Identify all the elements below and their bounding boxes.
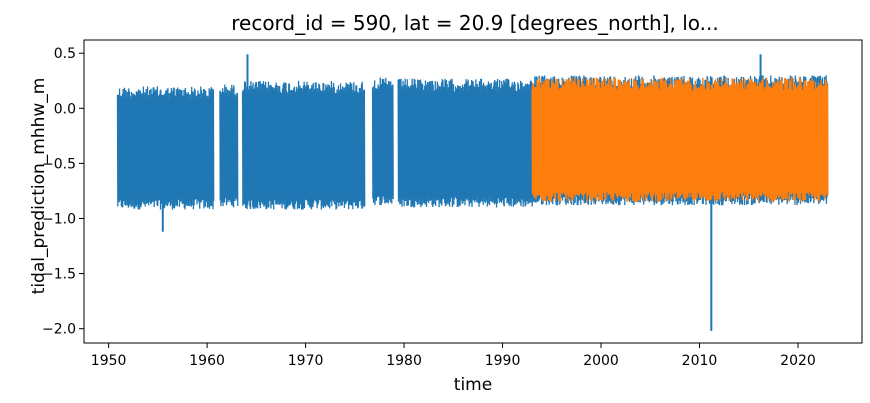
y-axis-label: tidal_prediction_mhhw_m [29, 78, 49, 295]
x-tick-label-1990: 1990 [485, 353, 521, 369]
series-1-segment-4 [371, 77, 394, 206]
y-tick-label-2: −0.5 [42, 156, 76, 172]
x-axis-label: time [454, 375, 492, 395]
series-1-segment-3 [241, 80, 366, 210]
x-tick-label-2010: 2010 [682, 353, 718, 369]
chart-title: record_id = 590, lat = 20.9 [degrees_nor… [231, 11, 719, 35]
plot-area [116, 54, 829, 331]
y-tick-label-1: 0.0 [54, 101, 76, 117]
series-1-segment-1 [116, 86, 215, 210]
y-tick-label-0: 0.5 [54, 46, 76, 62]
y-tick-label-5: −2.0 [42, 322, 76, 338]
x-tick-label-1960: 1960 [189, 353, 225, 369]
x-tick-label-2020: 2020 [780, 353, 816, 369]
series-1-segment-5 [397, 78, 533, 208]
series-2-segment-1 [531, 77, 829, 202]
y-tick-label-3: −1.0 [42, 211, 76, 227]
series-1-segment-2 [219, 84, 239, 208]
x-tick-label-2000: 2000 [583, 353, 619, 369]
x-tick-label-1970: 1970 [288, 353, 324, 369]
plot-frame [83, 39, 863, 344]
x-tick-label-1980: 1980 [386, 353, 422, 369]
y-tick-label-4: −1.5 [42, 267, 76, 283]
x-tick-label-1950: 1950 [91, 353, 127, 369]
axes: 1950 1960 1970 1980 1990 2000 2010 2020 0.5 0.0 −0… [42, 39, 863, 369]
